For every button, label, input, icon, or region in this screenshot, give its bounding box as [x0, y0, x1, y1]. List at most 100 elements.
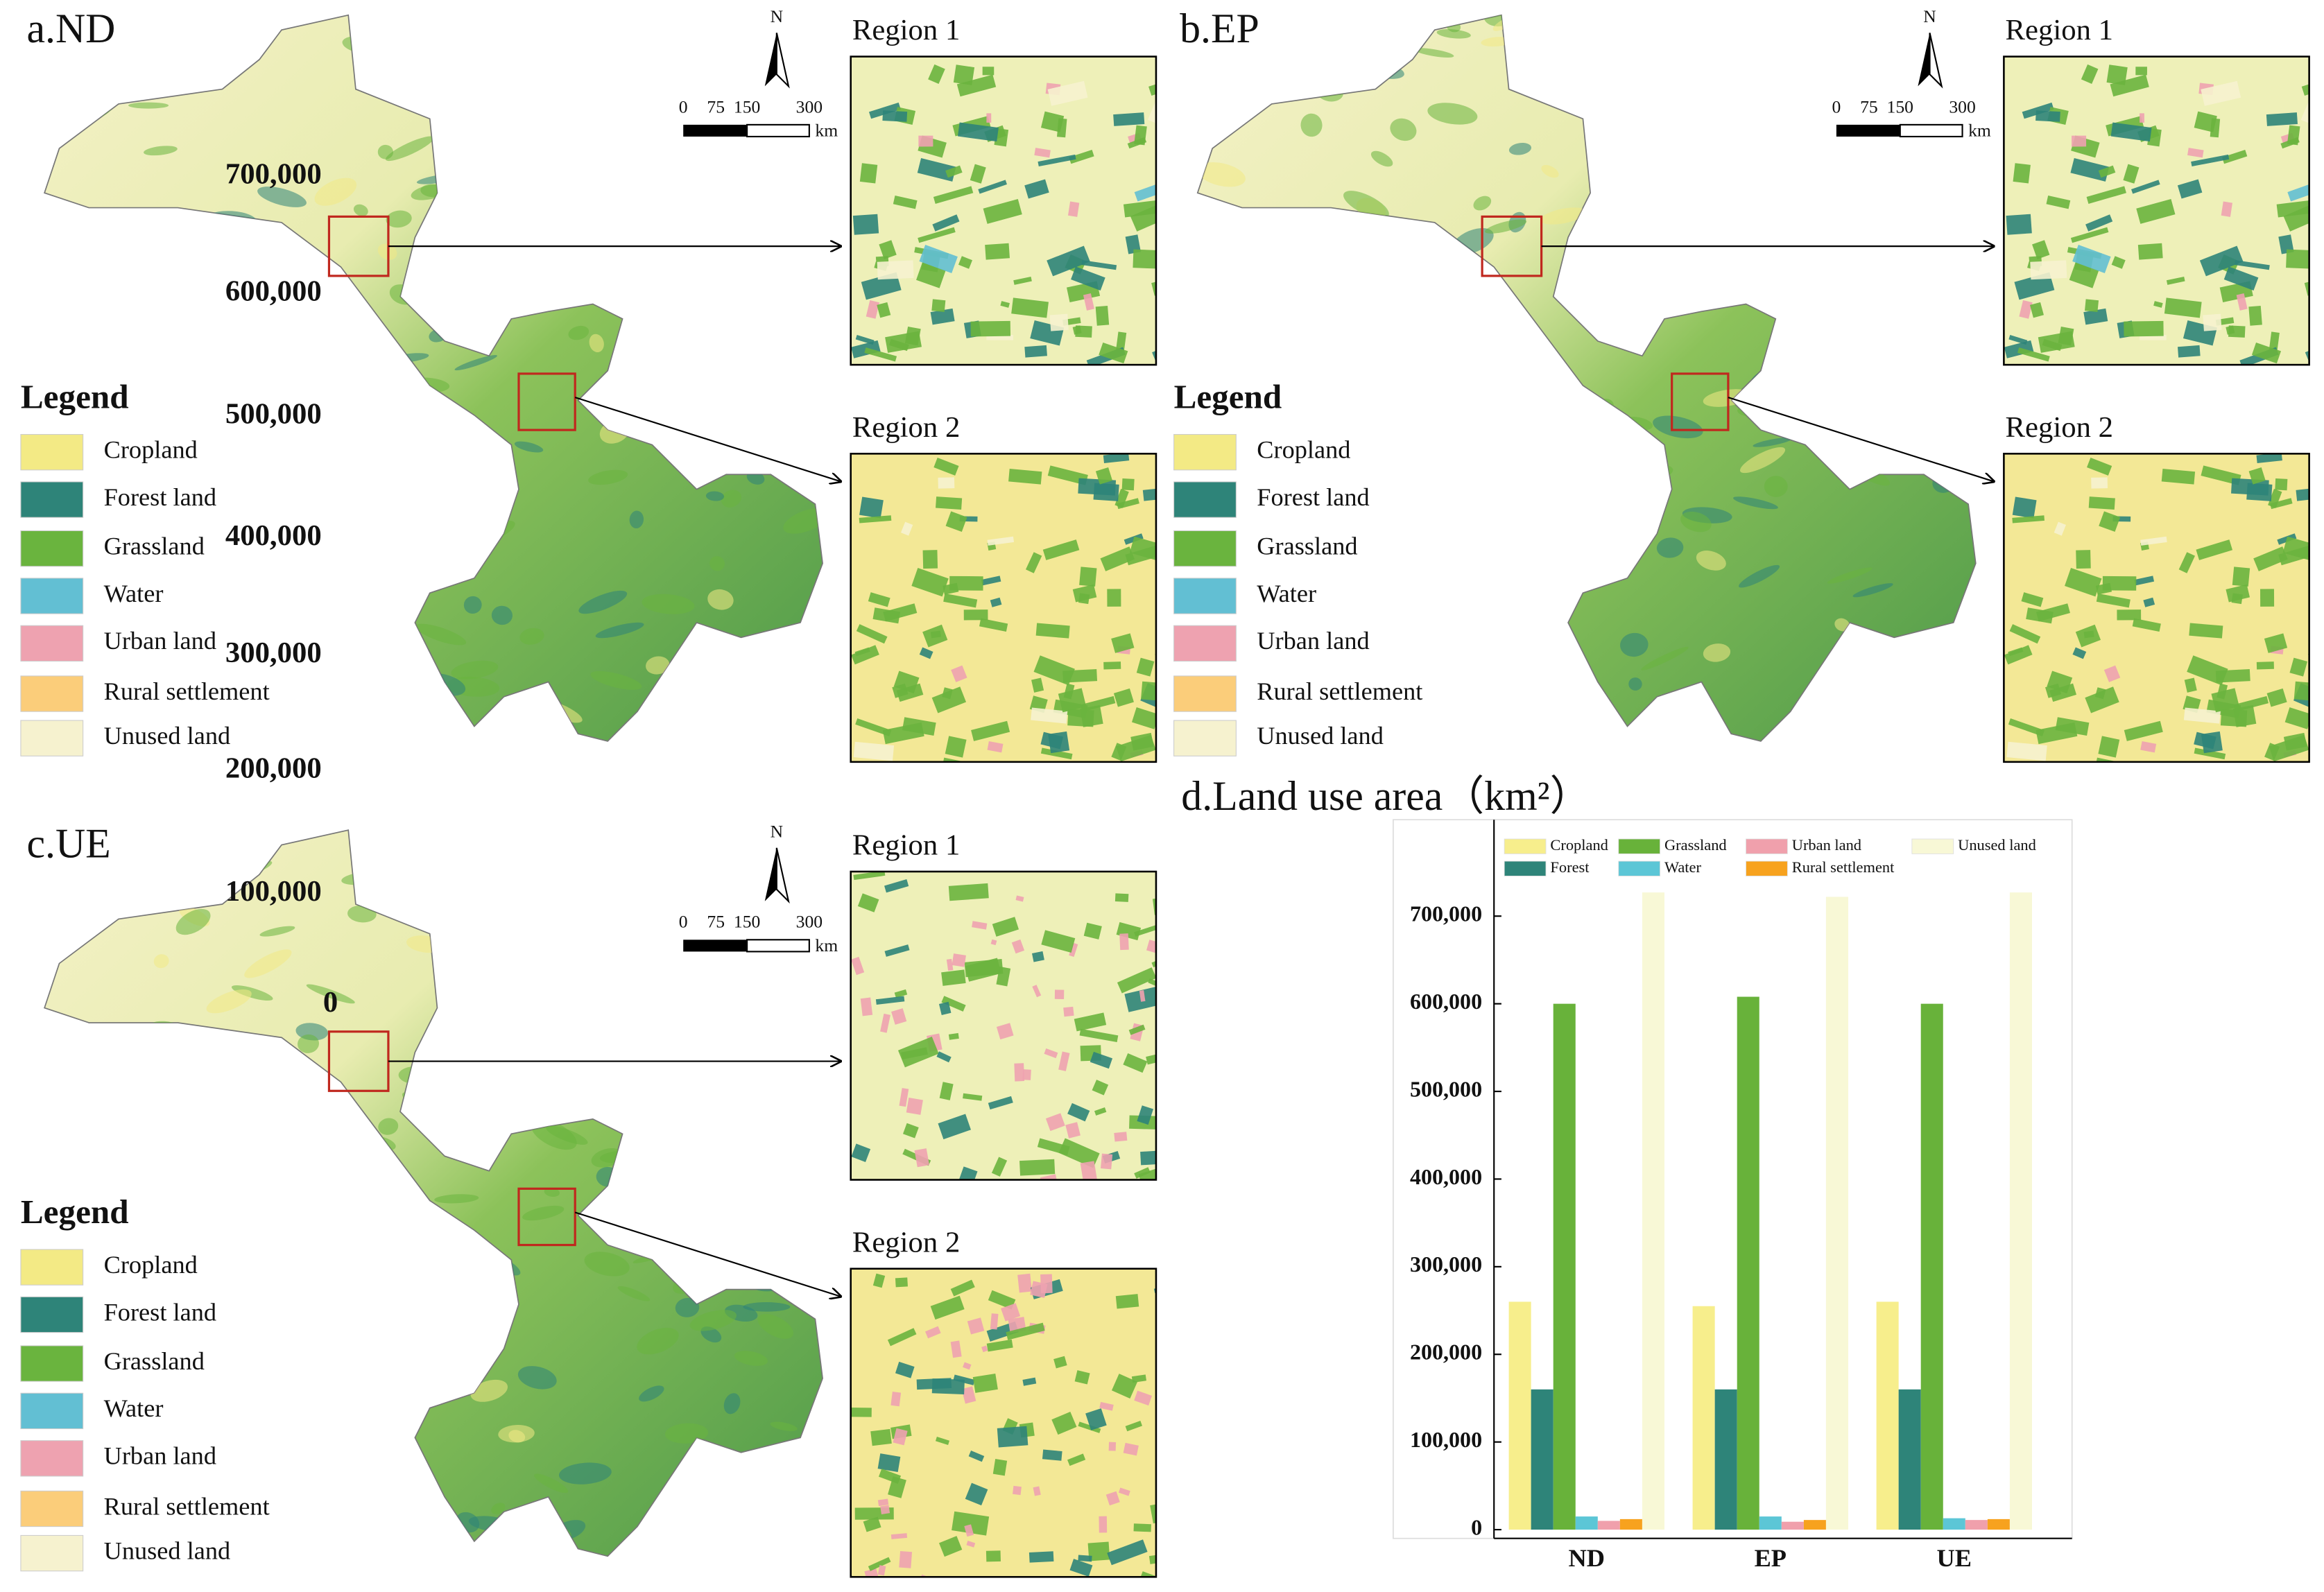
land-patch: [2029, 302, 2044, 318]
land-patch: [558, 273, 606, 290]
land-patch: [893, 1428, 908, 1446]
land-patch: [2102, 576, 2137, 591]
land-patch: [1080, 1161, 1097, 1180]
land-patch: [413, 27, 449, 51]
land-patch: [985, 1550, 1001, 1562]
land-patch: [965, 1482, 988, 1506]
land-patch: [1558, 660, 1582, 677]
land-patch: [451, 660, 499, 680]
land-patch: [737, 413, 764, 433]
scale-bar: [683, 940, 748, 952]
scale-bar: [746, 939, 810, 953]
land-patch: [1063, 1006, 1074, 1017]
land-patch: [2136, 199, 2176, 224]
land-patch: [990, 1313, 999, 1330]
legend-swatch: [20, 720, 84, 756]
land-patch: [1955, 23, 1976, 37]
land-patch: [1025, 552, 1042, 573]
bar-chart: d.Land use area（km²） 0 100,000 200,000 300,…: [1181, 773, 2073, 1572]
stray-axis-label: 100,000: [225, 875, 322, 908]
land-patch: [746, 471, 765, 485]
land-patch: [153, 892, 180, 908]
land-patch: [2269, 734, 2309, 762]
land-patch: [880, 1505, 890, 1514]
land-patch: [877, 1565, 886, 1576]
land-patch: [231, 985, 273, 1001]
map-panel: a.ND N 0 75 150 300 km Region 1 Region 2 Legend Cr…: [20, 6, 1157, 763]
land-patch: [569, 135, 604, 155]
land-patch: [1748, 211, 1795, 229]
land-patch: [957, 122, 999, 142]
land-patch: [604, 1028, 651, 1053]
region-inset: [850, 453, 1157, 763]
legend-label: Water: [104, 1394, 164, 1422]
land-patch: [646, 261, 691, 287]
land-patch: [1809, 166, 1836, 183]
land-patch: [56, 332, 105, 355]
bar: [1642, 892, 1664, 1530]
bar: [1553, 1003, 1576, 1530]
land-patch: [2189, 623, 2223, 639]
land-patch: [136, 1476, 150, 1494]
land-patch: [1899, 383, 1929, 400]
land-patch: [1117, 498, 1139, 510]
land-patch: [2194, 111, 2217, 132]
land-patch: [68, 347, 89, 365]
land-patch: [680, 1525, 717, 1539]
land-patch: [1129, 536, 1156, 564]
land-patch: [660, 317, 675, 340]
land-patch: [1601, 250, 1625, 265]
land-patch: [1136, 657, 1155, 677]
land-patch: [2012, 496, 2037, 519]
land-patch: [2187, 655, 2228, 686]
land-patch: [1830, 404, 1859, 426]
land-patch: [509, 227, 532, 246]
land-patch: [419, 1111, 444, 1123]
land-patch: [1669, 66, 1719, 89]
land-patch: [675, 1297, 700, 1317]
land-patch: [902, 1123, 919, 1139]
legend-label: Urban land: [1257, 627, 1369, 655]
land-patch: [950, 1340, 962, 1358]
land-patch: [269, 473, 313, 485]
land-patch: [1427, 103, 1478, 125]
land-patch: [642, 594, 695, 614]
land-patch: [941, 969, 966, 986]
land-patch: [1127, 137, 1147, 149]
y-tick-label: 700,000: [1410, 901, 1482, 926]
land-patch: [2203, 313, 2222, 331]
land-patch: [303, 440, 351, 461]
land-patch: [689, 830, 734, 856]
land-patch: [1886, 213, 1898, 223]
inset-frame: [2003, 453, 2310, 763]
land-patch: [2284, 707, 2309, 729]
land-patch: [877, 302, 891, 318]
land-patch: [468, 90, 508, 111]
land-patch: [1431, 487, 1478, 495]
land-patch: [1040, 732, 1064, 750]
land-patch: [1083, 293, 1094, 311]
land-patch: [203, 1333, 250, 1349]
land-patch: [1095, 306, 1110, 326]
bar: [1737, 996, 1759, 1530]
legend-title: Legend: [21, 1193, 129, 1231]
land-patch: [917, 157, 956, 182]
legend-swatch: [1173, 434, 1237, 471]
land-patch: [2099, 511, 2121, 532]
land-patch: [93, 1168, 121, 1190]
land-patch: [68, 1129, 90, 1149]
land-patch: [2110, 122, 2152, 142]
land-patch: [656, 1075, 693, 1102]
land-patch: [996, 1023, 1014, 1040]
legend-label: Forest land: [104, 483, 216, 511]
land-patch: [279, 723, 318, 741]
land-patch: [1146, 1050, 1156, 1065]
land-patch: [510, 899, 524, 917]
land-patch: [953, 64, 975, 85]
land-patch: [1069, 942, 1078, 958]
legend-swatch: [20, 1296, 84, 1333]
land-patch: [914, 1148, 930, 1168]
land-patch: [2270, 498, 2293, 510]
land-patch: [1074, 1370, 1090, 1385]
land-patch: [919, 245, 958, 273]
